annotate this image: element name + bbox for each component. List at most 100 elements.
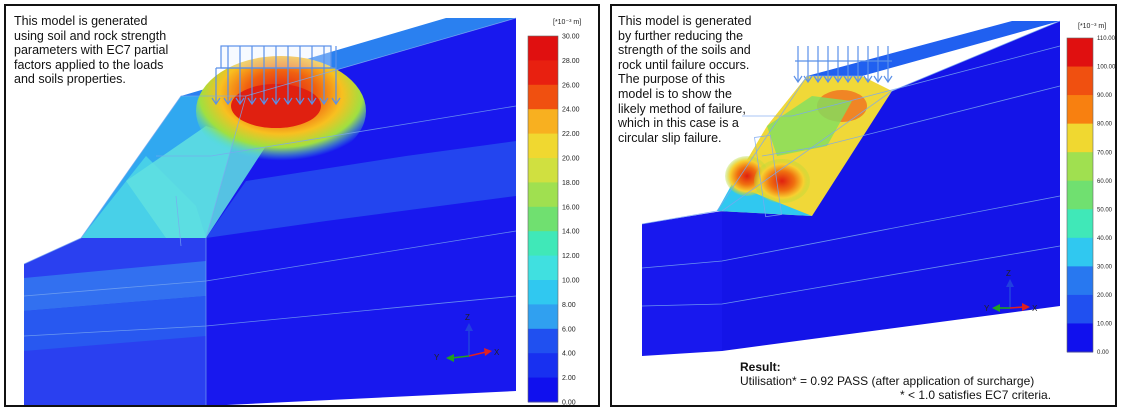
colorbar-segment <box>528 60 558 86</box>
description-line: rock until failure occurs. <box>618 57 750 72</box>
colorbar-tick-label: 30.00 <box>562 33 580 40</box>
axis-label-z: Z <box>465 313 470 322</box>
colorbar-segment <box>1067 180 1093 210</box>
colorbar-tick-label: 6.00 <box>562 326 576 333</box>
description-line: and soils properties. <box>14 72 126 86</box>
colorbar-segment <box>528 328 558 354</box>
fe-model-view: 30.00 28.00 26.00 24.00 22.00 20.00 18.00 16.00… <box>23 17 580 406</box>
colorbar-frame <box>527 35 559 403</box>
colorbar-segment <box>1067 266 1093 296</box>
mesh-outline <box>23 17 517 405</box>
colorbar-segment <box>1067 38 1093 68</box>
description-line: which in this case is a <box>618 116 739 131</box>
colorbar-tick-label: 30.00 <box>1097 264 1113 270</box>
displacement-core <box>231 84 321 128</box>
colorbar-segment <box>528 84 558 110</box>
result-footnote: * < 1.0 satisfies EC7 criteria. <box>900 388 1052 402</box>
result-title: Result: <box>740 360 781 374</box>
surcharge-load-arrows <box>793 46 893 84</box>
colorbar-tick-label: 80.00 <box>1097 122 1113 128</box>
description-line: This model is generated <box>618 14 752 28</box>
description-line: circular slip failure. <box>618 130 722 145</box>
displacement-colorbar: 110.00 100.00 90.00 80.00 70.00 60.00 50.00 40.… <box>1066 36 1116 356</box>
colorbar-segment <box>528 36 558 61</box>
colorbar-segment <box>1067 209 1093 239</box>
colorbar-segment <box>1067 323 1093 353</box>
colorbar-unit: [*10⁻³ m] <box>1078 23 1107 30</box>
colorbar-segment <box>1067 152 1093 182</box>
axis-triad: Z Y X <box>984 269 1038 313</box>
colorbar-segment <box>528 304 558 330</box>
colorbar-tick-label: 16.00 <box>562 204 580 211</box>
colorbar-tick-label: 4.00 <box>562 351 576 358</box>
surcharge-load-arrows <box>211 45 341 106</box>
soil-block-side <box>722 21 1060 351</box>
colorbar-segment <box>528 231 558 257</box>
description-line: factors applied to the loads <box>14 57 164 72</box>
slope-crest <box>807 21 1060 76</box>
colorbar-tick-label: 10.00 <box>1097 322 1113 328</box>
colorbar-unit: [*10⁻³ m] <box>553 19 582 26</box>
colorbar-tick-label: 26.00 <box>562 82 580 89</box>
colorbar-tick-label: 18.00 <box>562 180 580 187</box>
colorbar-segment <box>1067 237 1093 267</box>
colorbar-tick-label: 20.00 <box>1097 293 1113 299</box>
model-description: This model is generated by further reduc… <box>618 14 751 145</box>
result-box: Result: Utilisation* = 0.92 PASS (after … <box>740 360 1051 402</box>
colorbar-tick-label: 90.00 <box>1097 93 1113 99</box>
colorbar-tick-label: 12.00 <box>562 253 580 260</box>
colorbar-segment <box>1067 294 1093 324</box>
colorbar-segment <box>1067 123 1093 153</box>
description-line: The purpose of this <box>618 72 726 87</box>
description-line: using soil and rock strength <box>14 28 167 43</box>
colorbar-segment <box>1067 95 1093 125</box>
colorbar-segment <box>528 182 558 208</box>
colorbar-segment <box>528 280 558 305</box>
soil-block-front <box>642 211 722 356</box>
colorbar-tick-label: 0.00 <box>1097 350 1109 356</box>
colorbar-tick-label: 24.00 <box>562 107 580 114</box>
colorbar-tick-label: 110.00 <box>1097 36 1116 42</box>
description-line: likely method of failure, <box>618 101 746 116</box>
colorbar-segment <box>528 158 558 183</box>
displacement-colorbar: 30.00 28.00 26.00 24.00 22.00 20.00 18.00 16.00… <box>527 33 580 406</box>
soil-band-2 <box>24 296 206 351</box>
mesh-outline <box>641 20 1061 307</box>
colorbar-tick-label: 22.00 <box>562 131 580 138</box>
result-utilisation: Utilisation* = 0.92 PASS (after applicat… <box>740 374 1035 388</box>
colorbar-segment <box>528 206 558 232</box>
description-line: by further reducing the <box>618 28 744 43</box>
colorbar-tick-label: 0.00 <box>562 399 576 406</box>
description-line: strength of the soils and <box>618 43 751 58</box>
colorbar-tick-label: 60.00 <box>1097 179 1113 185</box>
spread-zone <box>206 141 516 238</box>
colorbar-tick-label: 20.00 <box>562 155 580 162</box>
colorbar-segment <box>528 109 558 135</box>
axis-label-y: Y <box>434 353 440 362</box>
colorbar-tick-label: 70.00 <box>1097 150 1113 156</box>
description-line: parameters with EC7 partial <box>14 43 169 57</box>
colorbar-tick-label: 2.00 <box>562 375 576 382</box>
soil-band-1 <box>24 261 206 311</box>
axis-label-x: X <box>1032 304 1038 313</box>
axis-triad: Z Y X <box>434 313 500 362</box>
model-panel-failure: 110.00 100.00 90.00 80.00 70.00 60.00 50.00 40.… <box>610 4 1117 407</box>
colorbar-tick-label: 100.00 <box>1097 65 1116 71</box>
fe-model-view: 110.00 100.00 90.00 80.00 70.00 60.00 50.00 40.… <box>641 20 1116 356</box>
axis-label-y: Y <box>984 304 990 313</box>
green-zone <box>767 96 852 156</box>
colorbar-segment <box>528 255 558 281</box>
slip-zone-2 <box>754 159 810 203</box>
colorbar-segment <box>528 353 558 379</box>
axis-label-z: Z <box>1006 269 1011 278</box>
colorbar-tick-label: 28.00 <box>562 58 580 65</box>
colorbar-segment <box>528 377 558 403</box>
axis-label-x: X <box>494 348 500 357</box>
colorbar-tick-label: 8.00 <box>562 302 576 309</box>
colorbar-tick-label: 50.00 <box>1097 207 1113 213</box>
model-description: This model is generated using soil and r… <box>14 14 168 87</box>
model-panel-ec7-partial-factors: 30.00 28.00 26.00 24.00 22.00 20.00 18.00 16.00… <box>4 4 600 407</box>
colorbar-tick-label: 14.00 <box>562 229 580 236</box>
colorbar-tick-label: 40.00 <box>1097 236 1113 242</box>
colorbar-tick-label: 10.00 <box>562 277 580 284</box>
